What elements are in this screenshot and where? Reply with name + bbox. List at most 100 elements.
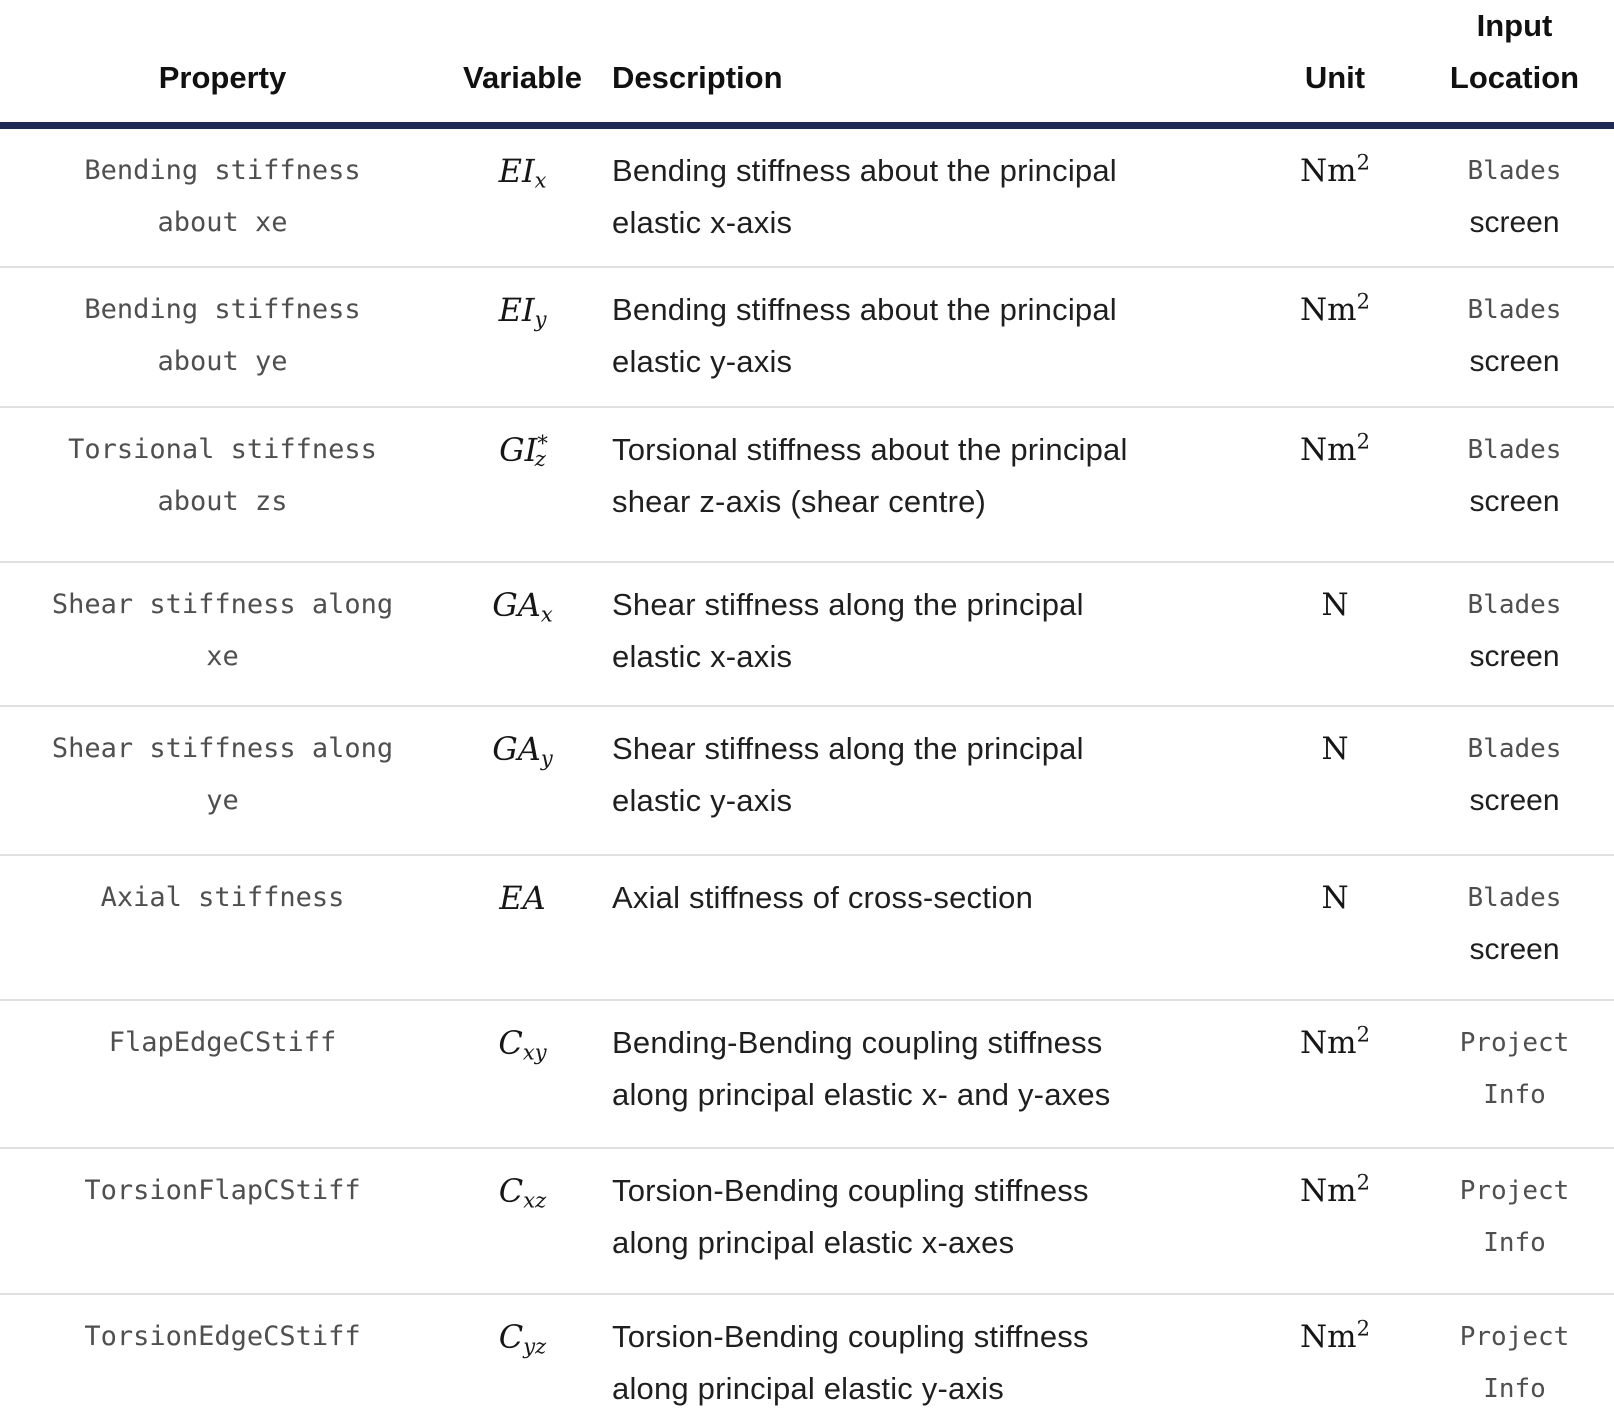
variable-symbol: GA [492, 729, 541, 768]
location-screen-name: Project [1459, 1321, 1570, 1352]
location-screen-name: Blades [1467, 589, 1562, 620]
variable-symbol: GA [492, 585, 541, 624]
property-cell: Axial stiffness [100, 881, 345, 913]
location-suffix: screen [1469, 206, 1560, 239]
location-screen-name: Project [1459, 1027, 1570, 1058]
property-cell: TorsionEdgeCStiff [84, 1320, 361, 1352]
unit-exponent: 2 [1356, 288, 1370, 313]
unit-text: Nm [1300, 431, 1357, 468]
variable-subscript: y [534, 306, 547, 331]
column-header-property: Property [0, 0, 445, 129]
variable-subscript: xz [523, 1187, 547, 1212]
unit-exponent: 2 [1356, 1169, 1370, 1194]
property-cell: Bending stiffness about ye [84, 293, 361, 377]
unit-text: Nm [1300, 1318, 1357, 1355]
table-row: Shear stiffness along xe GAx Shear stiff… [0, 562, 1614, 706]
unit-cell: N [1255, 706, 1415, 855]
input-location-cell: Blades screen [1415, 855, 1614, 1000]
unit-text: N [1321, 730, 1349, 767]
location-suffix: screen [1469, 932, 1560, 966]
unit-exponent: 2 [1356, 1021, 1370, 1046]
table-row: TorsionEdgeCStiff Cyz Torsion-Bending co… [0, 1294, 1614, 1419]
unit-text: Nm [1300, 1024, 1357, 1061]
description-cell: Torsional stiffness about the principal … [612, 431, 1128, 519]
location-screen-name: Blades [1467, 882, 1562, 913]
unit-text: Nm [1300, 291, 1357, 328]
description-cell: Torsion-Bending coupling stiffness along… [612, 1172, 1089, 1260]
variable-symbol: GI [499, 430, 538, 469]
description-cell: Torsion-Bending coupling stiffness along… [612, 1318, 1089, 1406]
location-screen-name: Blades [1467, 156, 1562, 186]
unit-cell: Nm2 [1255, 267, 1415, 407]
variable-cell: Cyz [445, 1294, 600, 1419]
variable-cell: Cxz [445, 1148, 600, 1294]
input-location-cell: Project Info [1415, 1148, 1614, 1294]
location-suffix: screen [1469, 344, 1560, 378]
description-cell: Shear stiffness along the principal elas… [612, 730, 1084, 818]
table-row: Bending stiffness about xe EIx Bending s… [0, 126, 1614, 267]
property-cell: FlapEdgeCStiff [108, 1026, 337, 1058]
table-row: Axial stiffness EA Axial stiffness of cr… [0, 855, 1614, 1000]
unit-text: N [1321, 879, 1349, 916]
location-screen-name: Blades [1467, 434, 1562, 465]
table-row: FlapEdgeCStiff Cxy Bending-Bending coupl… [0, 1000, 1614, 1148]
unit-cell: N [1255, 562, 1415, 706]
property-cell: Shear stiffness along xe [51, 588, 394, 672]
location-suffix: Info [1483, 1079, 1546, 1110]
variable-cell: EA [445, 855, 600, 1000]
unit-cell: N [1255, 855, 1415, 1000]
property-cell: Shear stiffness along ye [51, 732, 394, 816]
unit-text: Nm [1300, 1172, 1357, 1209]
location-screen-name: Blades [1467, 733, 1562, 764]
input-location-cell: Blades screen [1415, 562, 1614, 706]
variable-symbol: EA [499, 878, 546, 917]
table-row: Torsional stiffness about zs GI*z Torsio… [0, 407, 1614, 562]
description-cell: Axial stiffness of cross-section [612, 879, 1034, 915]
unit-cell: Nm2 [1255, 1000, 1415, 1148]
location-suffix: screen [1469, 783, 1560, 817]
variable-cell: GAy [445, 706, 600, 855]
variable-symbol: EI [498, 290, 535, 329]
input-location-cell: Project Info [1415, 1000, 1614, 1148]
variable-symbol: C [498, 1023, 523, 1062]
table-row: Shear stiffness along ye GAy Shear stiff… [0, 706, 1614, 855]
variable-subscript: x [534, 168, 547, 193]
location-suffix: Info [1483, 1227, 1546, 1258]
unit-text: N [1321, 586, 1349, 623]
column-header-description: Description [600, 0, 1255, 129]
unit-exponent: 2 [1356, 428, 1370, 453]
variable-cell: GAx [445, 562, 600, 706]
variable-superscript: * [537, 431, 548, 455]
input-location-cell: Blades screen [1415, 126, 1614, 267]
description-cell: Bending stiffness about the principal el… [612, 291, 1117, 379]
variable-cell: EIy [445, 267, 600, 407]
description-cell: Shear stiffness along the principal elas… [612, 586, 1084, 674]
location-suffix: screen [1469, 639, 1560, 673]
input-location-cell: Blades screen [1415, 706, 1614, 855]
input-location-cell: Project Info [1415, 1294, 1614, 1419]
location-screen-name: Blades [1467, 294, 1562, 325]
table-row: Bending stiffness about ye EIy Bending s… [0, 267, 1614, 407]
unit-exponent: 2 [1356, 1315, 1370, 1340]
description-cell: Bending-Bending coupling stiffness along… [612, 1024, 1111, 1112]
property-cell: Bending stiffness about xe [84, 155, 361, 238]
table-row: TorsionFlapCStiff Cxz Torsion-Bending co… [0, 1148, 1614, 1294]
description-cell: Bending stiffness about the principal el… [612, 153, 1117, 240]
variable-subscript: z [534, 446, 546, 471]
property-cell: TorsionFlapCStiff [84, 1174, 361, 1206]
unit-exponent: 2 [1356, 150, 1370, 175]
variable-symbol: EI [498, 152, 535, 190]
variable-subscript: yz [523, 1333, 547, 1358]
header-row: Property Variable Description Unit Input… [0, 0, 1614, 129]
unit-text: Nm [1300, 153, 1357, 189]
variable-subscript: xy [522, 1039, 547, 1064]
location-suffix: Info [1483, 1373, 1546, 1404]
variable-cell: Cxy [445, 1000, 600, 1148]
input-location-cell: Blades screen [1415, 267, 1614, 407]
variable-subscript: y [540, 745, 553, 770]
location-suffix: screen [1469, 484, 1560, 518]
location-screen-name: Project [1459, 1175, 1570, 1206]
variable-subscript: x [540, 601, 553, 626]
unit-cell: Nm2 [1255, 1294, 1415, 1419]
